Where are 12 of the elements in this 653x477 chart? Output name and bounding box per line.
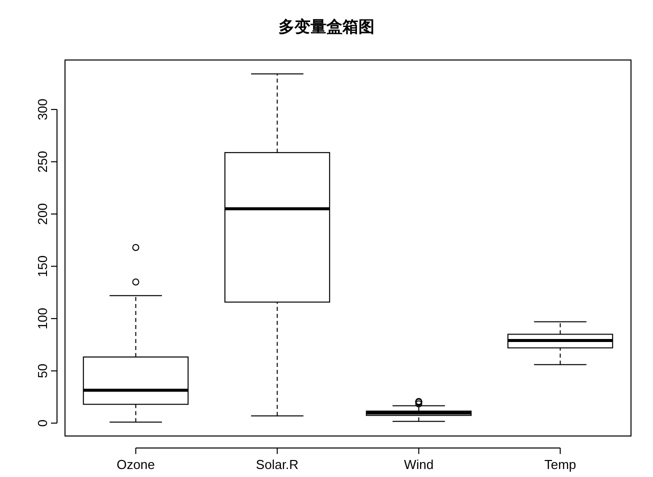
x-tick-label: Temp	[544, 457, 576, 472]
y-tick-label: 200	[35, 203, 50, 225]
chart-title: 多变量盒箱图	[278, 18, 374, 36]
y-tick-label: 250	[35, 150, 50, 173]
x-tick-label: Ozone	[116, 457, 155, 472]
x-tick-label: Solar.R	[256, 457, 299, 472]
y-tick-label: 50	[35, 364, 50, 378]
x-tick-label: Wind	[404, 457, 434, 472]
y-tick-label: 150	[35, 255, 50, 278]
y-tick-label: 300	[35, 98, 50, 120]
y-tick-label: 0	[35, 420, 50, 427]
y-tick-label: 100	[35, 308, 50, 330]
